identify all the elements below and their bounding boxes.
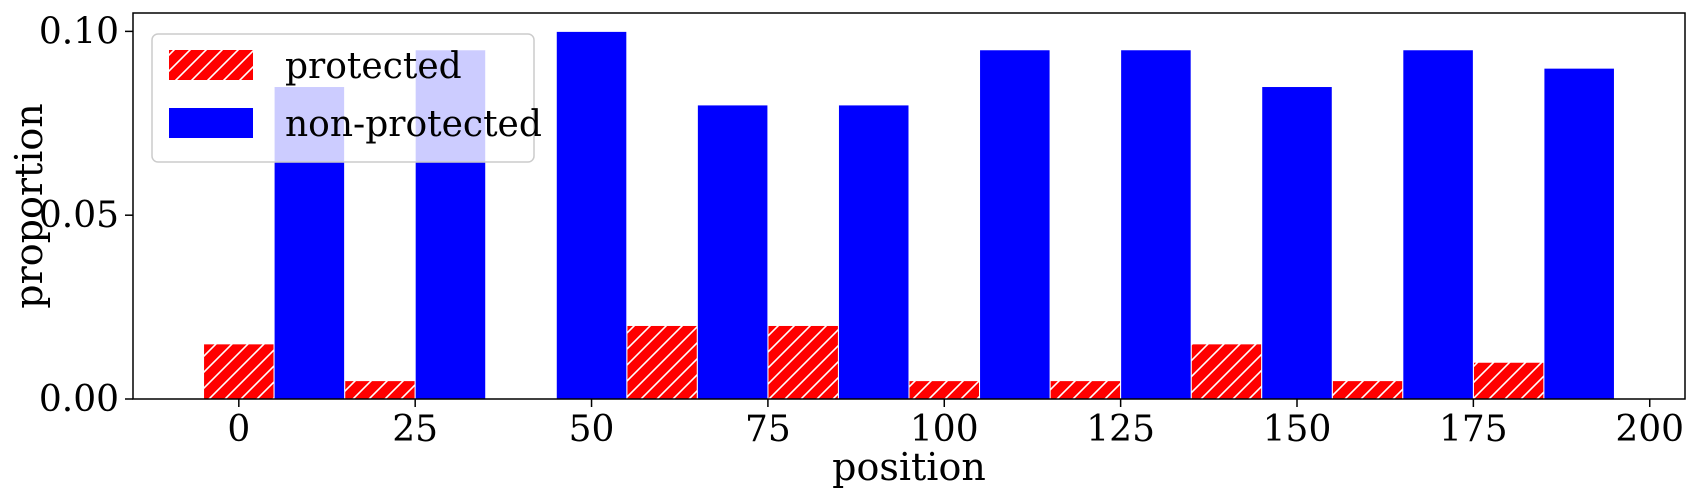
- bar-protected-8: [1331, 380, 1404, 400]
- x-tick-label: 0: [227, 409, 250, 450]
- bar-protected-4: [767, 324, 839, 400]
- bar-non-protected-8: [1402, 49, 1474, 400]
- y-ticks: 0.00 0.05 0.10: [39, 11, 133, 420]
- bar-protected-3: [626, 324, 698, 400]
- bars: [203, 30, 1615, 400]
- x-tick-label: 125: [1086, 409, 1155, 450]
- bar-protected-0: [203, 343, 275, 400]
- y-tick-label: 0.10: [39, 11, 119, 52]
- bar-non-protected-5: [979, 49, 1051, 400]
- legend-label-protected: protected: [285, 46, 462, 87]
- x-tick-label: 25: [392, 409, 438, 450]
- y-tick-label: 0.05: [39, 195, 119, 236]
- x-tick-label: 150: [1263, 409, 1332, 450]
- bar-non-protected-4: [837, 104, 910, 400]
- legend-swatch-protected: [169, 50, 253, 80]
- bar-protected-7: [1190, 343, 1263, 400]
- x-tick-label: 100: [910, 409, 979, 450]
- legend: protected non-protected: [151, 33, 542, 163]
- bar-non-protected-3: [696, 104, 769, 400]
- x-axis-label: position: [832, 445, 986, 489]
- bar-protected-9: [1472, 361, 1545, 400]
- bar-non-protected-9: [1543, 67, 1615, 400]
- x-ticks: 0 25 50 75 100 125 150 175 200: [227, 399, 1684, 450]
- bar-non-protected-6: [1120, 49, 1192, 400]
- y-tick-label: 0.00: [39, 379, 119, 420]
- x-tick-label: 200: [1615, 409, 1684, 450]
- legend-label-non-protected: non-protected: [285, 104, 542, 145]
- y-axis-label: proportion: [7, 103, 51, 309]
- x-tick-label: 75: [745, 409, 791, 450]
- bar-non-protected-7: [1261, 86, 1333, 400]
- bar-protected-6: [1049, 380, 1122, 400]
- plot-frame: [132, 12, 1686, 400]
- bar-protected-5: [908, 380, 981, 400]
- x-tick-label: 50: [569, 409, 615, 450]
- bar-non-protected-2: [555, 30, 628, 400]
- x-tick-label: 175: [1439, 409, 1508, 450]
- bar-protected-1: [344, 380, 416, 400]
- legend-swatch-non-protected: [169, 108, 253, 138]
